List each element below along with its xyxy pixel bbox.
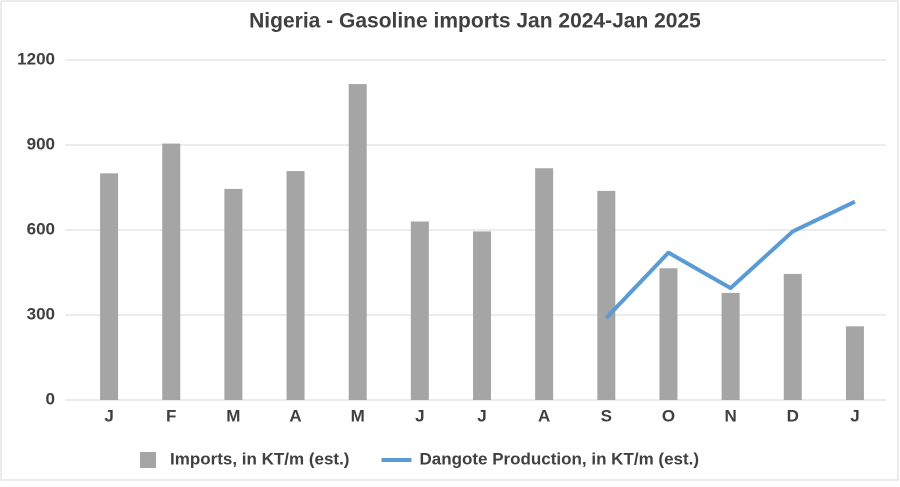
line	[604, 199, 856, 320]
x-tick-label: J	[477, 406, 486, 425]
bar	[597, 190, 616, 400]
chart-title: Nigeria - Gasoline imports Jan 2024-Jan …	[249, 10, 701, 33]
bar	[659, 268, 678, 400]
bar	[162, 143, 181, 401]
y-tick-label: 600	[27, 219, 55, 238]
x-tick-label: D	[787, 406, 799, 425]
bar	[224, 188, 243, 400]
x-tick-label: M	[351, 406, 365, 425]
bar	[100, 173, 119, 400]
y-tick-label: 0	[46, 389, 55, 408]
legend-swatch	[140, 452, 156, 468]
bar	[348, 84, 367, 400]
x-tick-label: F	[166, 406, 176, 425]
bar	[286, 171, 305, 400]
legend-label: Dangote Production, in KT/m (est.)	[419, 449, 699, 468]
x-tick-label: J	[415, 406, 424, 425]
y-tick-label: 1200	[17, 49, 55, 68]
x-tick-label: J	[104, 406, 113, 425]
x-tick-label: J	[850, 406, 859, 425]
bar	[535, 168, 554, 400]
x-tick-label: N	[724, 406, 736, 425]
bar	[783, 273, 802, 400]
bar	[473, 231, 491, 400]
x-tick-label: A	[289, 406, 301, 425]
y-tick-label: 900	[27, 134, 55, 153]
y-tick-label: 300	[27, 304, 55, 323]
x-tick-label: A	[538, 406, 550, 425]
legend-label: Imports, in KT/m (est.)	[170, 449, 349, 468]
bar	[845, 326, 864, 400]
x-tick-label: M	[226, 406, 240, 425]
bar	[721, 292, 740, 400]
x-tick-label: O	[662, 406, 675, 425]
x-tick-label: S	[601, 406, 612, 425]
bar	[410, 221, 429, 400]
